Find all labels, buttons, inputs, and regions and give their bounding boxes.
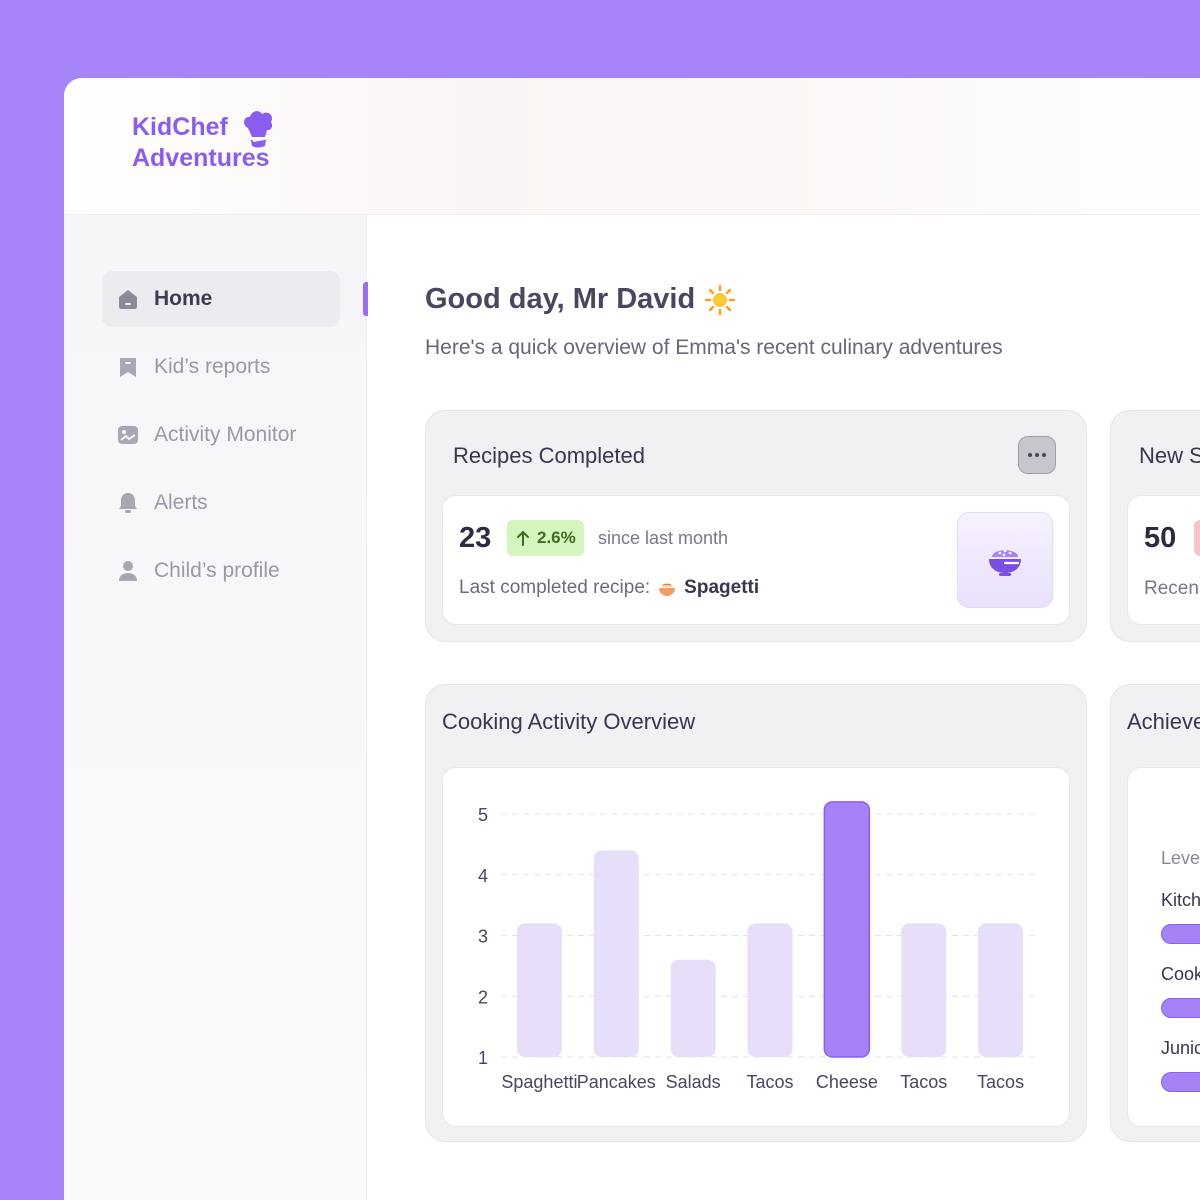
image-icon	[118, 426, 138, 444]
chart-bar	[747, 923, 793, 1057]
card-title: Recipes Completed	[453, 443, 645, 468]
trend-note: since last month	[598, 528, 729, 548]
cooking-activity-chart: 1 2 3 4 5 Spaghetti Pancakes Salads Tacos Cheese T…	[478, 801, 1039, 1092]
top-bar: KidChef Adventures	[64, 78, 1200, 215]
spaghetti-icon	[659, 583, 676, 596]
new-stat-count: 50	[1144, 522, 1177, 554]
new-stat-note: Recen	[1144, 578, 1199, 599]
y-tick-label: 3	[478, 927, 488, 947]
last-recipe-label: Last completed recipe:	[459, 577, 651, 598]
page-title: Good day, Mr David	[425, 283, 736, 316]
chart-bar	[978, 923, 1024, 1057]
x-tick-label: Salads	[666, 1072, 721, 1092]
trend-value: 2.6%	[537, 528, 576, 547]
achievement-progress-bar	[1161, 924, 1200, 944]
user-icon	[119, 561, 137, 581]
y-tick-label: 4	[478, 866, 488, 886]
sidebar-item-activity-monitor[interactable]: Activity Monitor	[102, 407, 340, 463]
y-tick-label: 2	[478, 987, 488, 1007]
chart-title: Cooking Activity Overview	[442, 709, 696, 734]
y-tick-label: 1	[478, 1048, 488, 1068]
chef-hat-icon	[244, 111, 273, 148]
bell-icon	[119, 493, 137, 513]
trend-badge	[1194, 520, 1200, 556]
x-tick-label: Tacos	[900, 1072, 947, 1092]
greeting-text: Good day, Mr David	[425, 283, 696, 315]
sidebar-item-home[interactable]: Home	[102, 271, 340, 327]
sidebar-item-label: Activity Monitor	[154, 423, 297, 446]
more-options-button[interactable]	[1018, 436, 1056, 474]
chart-bar	[516, 923, 562, 1057]
sidebar-item-alerts[interactable]: Alerts	[102, 475, 340, 531]
recipes-count: 23	[459, 522, 492, 554]
x-tick-label: Spaghetti	[501, 1072, 577, 1092]
trend-badge: 2.6%	[507, 520, 584, 556]
x-tick-label: Tacos	[977, 1072, 1024, 1092]
sidebar-item-label: Home	[154, 287, 213, 310]
x-tick-label: Cheese	[816, 1072, 878, 1092]
last-recipe-row: Last completed recipe: Spagetti	[459, 577, 759, 599]
x-tick-label: Tacos	[746, 1072, 793, 1092]
chart-bar	[823, 801, 871, 1058]
card-title: New S	[1139, 443, 1200, 468]
active-nav-indicator	[363, 282, 368, 316]
card-title: Achieve	[1127, 709, 1200, 734]
brand-line-2: Adventures	[132, 144, 270, 172]
sidebar-item-childs-profile[interactable]: Child’s profile	[102, 543, 340, 599]
new-stat-card: New S 50 Recen	[1110, 410, 1200, 642]
recipe-bowl-tile	[957, 512, 1053, 608]
achievement-progress-bar	[1161, 998, 1200, 1018]
new-stat-panel: 50 Recen	[1127, 495, 1200, 625]
recipes-completed-card: Recipes Completed 23 2.6% since last mon…	[425, 410, 1087, 642]
achievement-label: Cook	[1161, 964, 1200, 984]
chart-bar	[901, 923, 947, 1057]
bookmark-icon	[120, 358, 136, 377]
chart-panel: 1 2 3 4 5 Spaghetti Pancakes Salads Tacos Cheese T…	[442, 767, 1070, 1127]
achievement-label: Junic	[1161, 1038, 1200, 1058]
x-tick-label: Pancakes	[577, 1072, 656, 1092]
y-tick-label: 5	[478, 805, 488, 825]
more-dot-icon	[1035, 453, 1039, 457]
more-dot-icon	[1028, 453, 1032, 457]
sun-icon	[705, 284, 736, 315]
more-dot-icon	[1042, 453, 1046, 457]
last-recipe-name: Spagetti	[684, 577, 760, 598]
brand-line-1: KidChef	[132, 113, 228, 141]
arrow-up-icon	[517, 530, 529, 546]
chart-bar	[593, 850, 639, 1057]
level-label: Leve	[1161, 848, 1200, 868]
recipes-stats-panel: 23 2.6% since last month Last completed …	[442, 495, 1070, 625]
achievement-label: Kitch	[1161, 890, 1200, 910]
brand-logo[interactable]: KidChef Adventures	[132, 111, 273, 174]
sidebar-item-label: Alerts	[154, 491, 208, 514]
chart-bar	[670, 959, 716, 1057]
sidebar: Home Kid’s reports Activity Monitor Aler…	[64, 215, 367, 1200]
app-window: KidChef Adventures Home Kid’s reports Ac…	[64, 78, 1200, 1200]
sidebar-item-label: Kid’s reports	[154, 355, 271, 378]
achievement-progress-bar	[1161, 1072, 1200, 1092]
sidebar-item-reports[interactable]: Kid’s reports	[102, 339, 340, 395]
achievements-panel: Leve Kitch Cook Junic	[1127, 767, 1200, 1127]
home-icon	[119, 290, 137, 309]
rice-bowl-icon	[989, 549, 1021, 576]
sidebar-item-label: Child’s profile	[154, 559, 280, 582]
cooking-activity-card: Cooking Activity Overview 1 2 3 4 5 Spaghetti…	[425, 684, 1087, 1142]
page-subtitle: Here's a quick overview of Emma's recent…	[425, 336, 1003, 359]
achievements-card: Achieve Leve Kitch Cook Junic	[1110, 684, 1200, 1142]
